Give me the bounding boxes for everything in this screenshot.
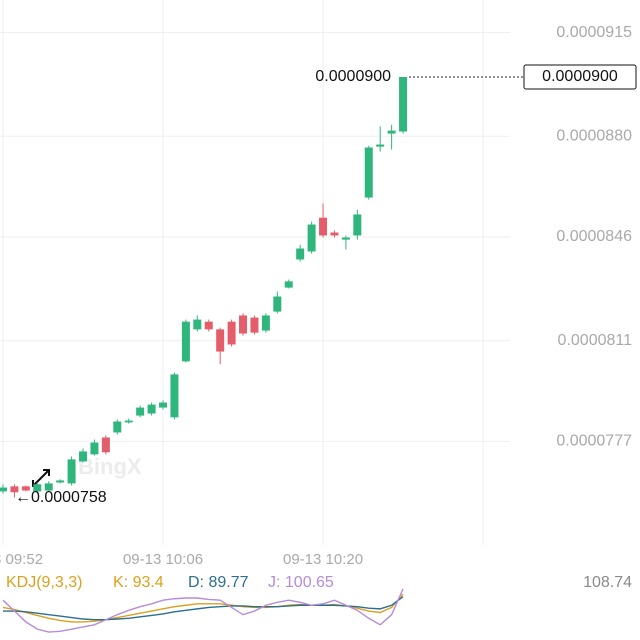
candle-body bbox=[250, 317, 259, 333]
y2-tick-label: 108.74 bbox=[583, 574, 632, 591]
legend-entry: D: 89.77 bbox=[188, 574, 249, 591]
last-price-axis-label: 0.0000900 bbox=[542, 68, 618, 85]
candle-body bbox=[56, 480, 65, 483]
icon-arrowhead bbox=[43, 469, 50, 476]
y-tick-label: 0.0000846 bbox=[556, 228, 632, 245]
indicator-title: KDJ(9,3,3) bbox=[6, 574, 82, 591]
candle-body bbox=[204, 321, 213, 330]
watermark: BingX bbox=[78, 454, 142, 479]
candle-body bbox=[341, 237, 350, 240]
candle-body bbox=[44, 483, 53, 491]
grid: 0.0000915 0.0000880 0.0000846 0.0000811 0.00… bbox=[0, 0, 632, 568]
candle-body bbox=[113, 421, 122, 433]
candle-body bbox=[0, 487, 7, 492]
y-tick-label: 0.0000811 bbox=[558, 332, 633, 349]
candle-body bbox=[193, 319, 202, 330]
candle-body bbox=[67, 459, 76, 484]
indicator-line bbox=[3, 596, 404, 621]
candle-body bbox=[239, 315, 248, 334]
y-tick-label: 0.0000880 bbox=[556, 127, 632, 144]
y-tick-label: 0.0000777 bbox=[556, 433, 632, 450]
candle-body bbox=[101, 437, 110, 453]
candle-body bbox=[181, 321, 190, 362]
candle-body bbox=[364, 147, 373, 198]
candle-body bbox=[216, 329, 225, 352]
candle-body bbox=[399, 77, 408, 132]
candle-body bbox=[159, 402, 168, 408]
legend-entry: J: 100.65 bbox=[268, 574, 334, 591]
candle-body bbox=[353, 214, 362, 236]
legend-entry: K: 93.4 bbox=[113, 574, 164, 591]
candle-body bbox=[170, 374, 179, 418]
candle-body bbox=[124, 420, 133, 423]
indicator-panel: KDJ(9,3,3) 108.74 K: 93.4 D: 89.77 J: 100.6… bbox=[2, 574, 632, 633]
candle-body bbox=[273, 296, 282, 312]
last-price-box bbox=[523, 64, 637, 90]
plot-area: 0.0000900 0.0000900 ←0.0000758 bbox=[0, 64, 637, 506]
candle-body bbox=[147, 404, 156, 414]
icon-stroke bbox=[32, 469, 50, 487]
candle-body bbox=[227, 321, 236, 345]
x-tick-label: 09-13 09:52 bbox=[0, 551, 43, 568]
candle-body bbox=[10, 486, 19, 493]
indicator-line bbox=[2, 588, 404, 633]
candle-body bbox=[33, 484, 42, 492]
min-price-label: ←0.0000758 bbox=[15, 489, 107, 506]
x-tick-label: 09-13 10:06 bbox=[123, 551, 203, 568]
candle-body bbox=[330, 232, 339, 236]
candle-body bbox=[296, 248, 305, 260]
candle-body bbox=[261, 315, 270, 331]
candle-body bbox=[319, 217, 328, 236]
candle-body bbox=[136, 407, 145, 416]
x-tick-label: 09-13 10:20 bbox=[283, 551, 363, 568]
candle-body bbox=[79, 451, 88, 462]
candle-body bbox=[376, 144, 385, 147]
y-tick-label: 0.0000915 bbox=[556, 24, 632, 41]
candle-body bbox=[284, 281, 293, 288]
last-price-label: 0.0000900 bbox=[315, 68, 391, 85]
candle-body bbox=[387, 130, 396, 134]
candle-body bbox=[90, 442, 99, 455]
candle-body bbox=[21, 486, 30, 491]
candle-body bbox=[307, 224, 316, 252]
